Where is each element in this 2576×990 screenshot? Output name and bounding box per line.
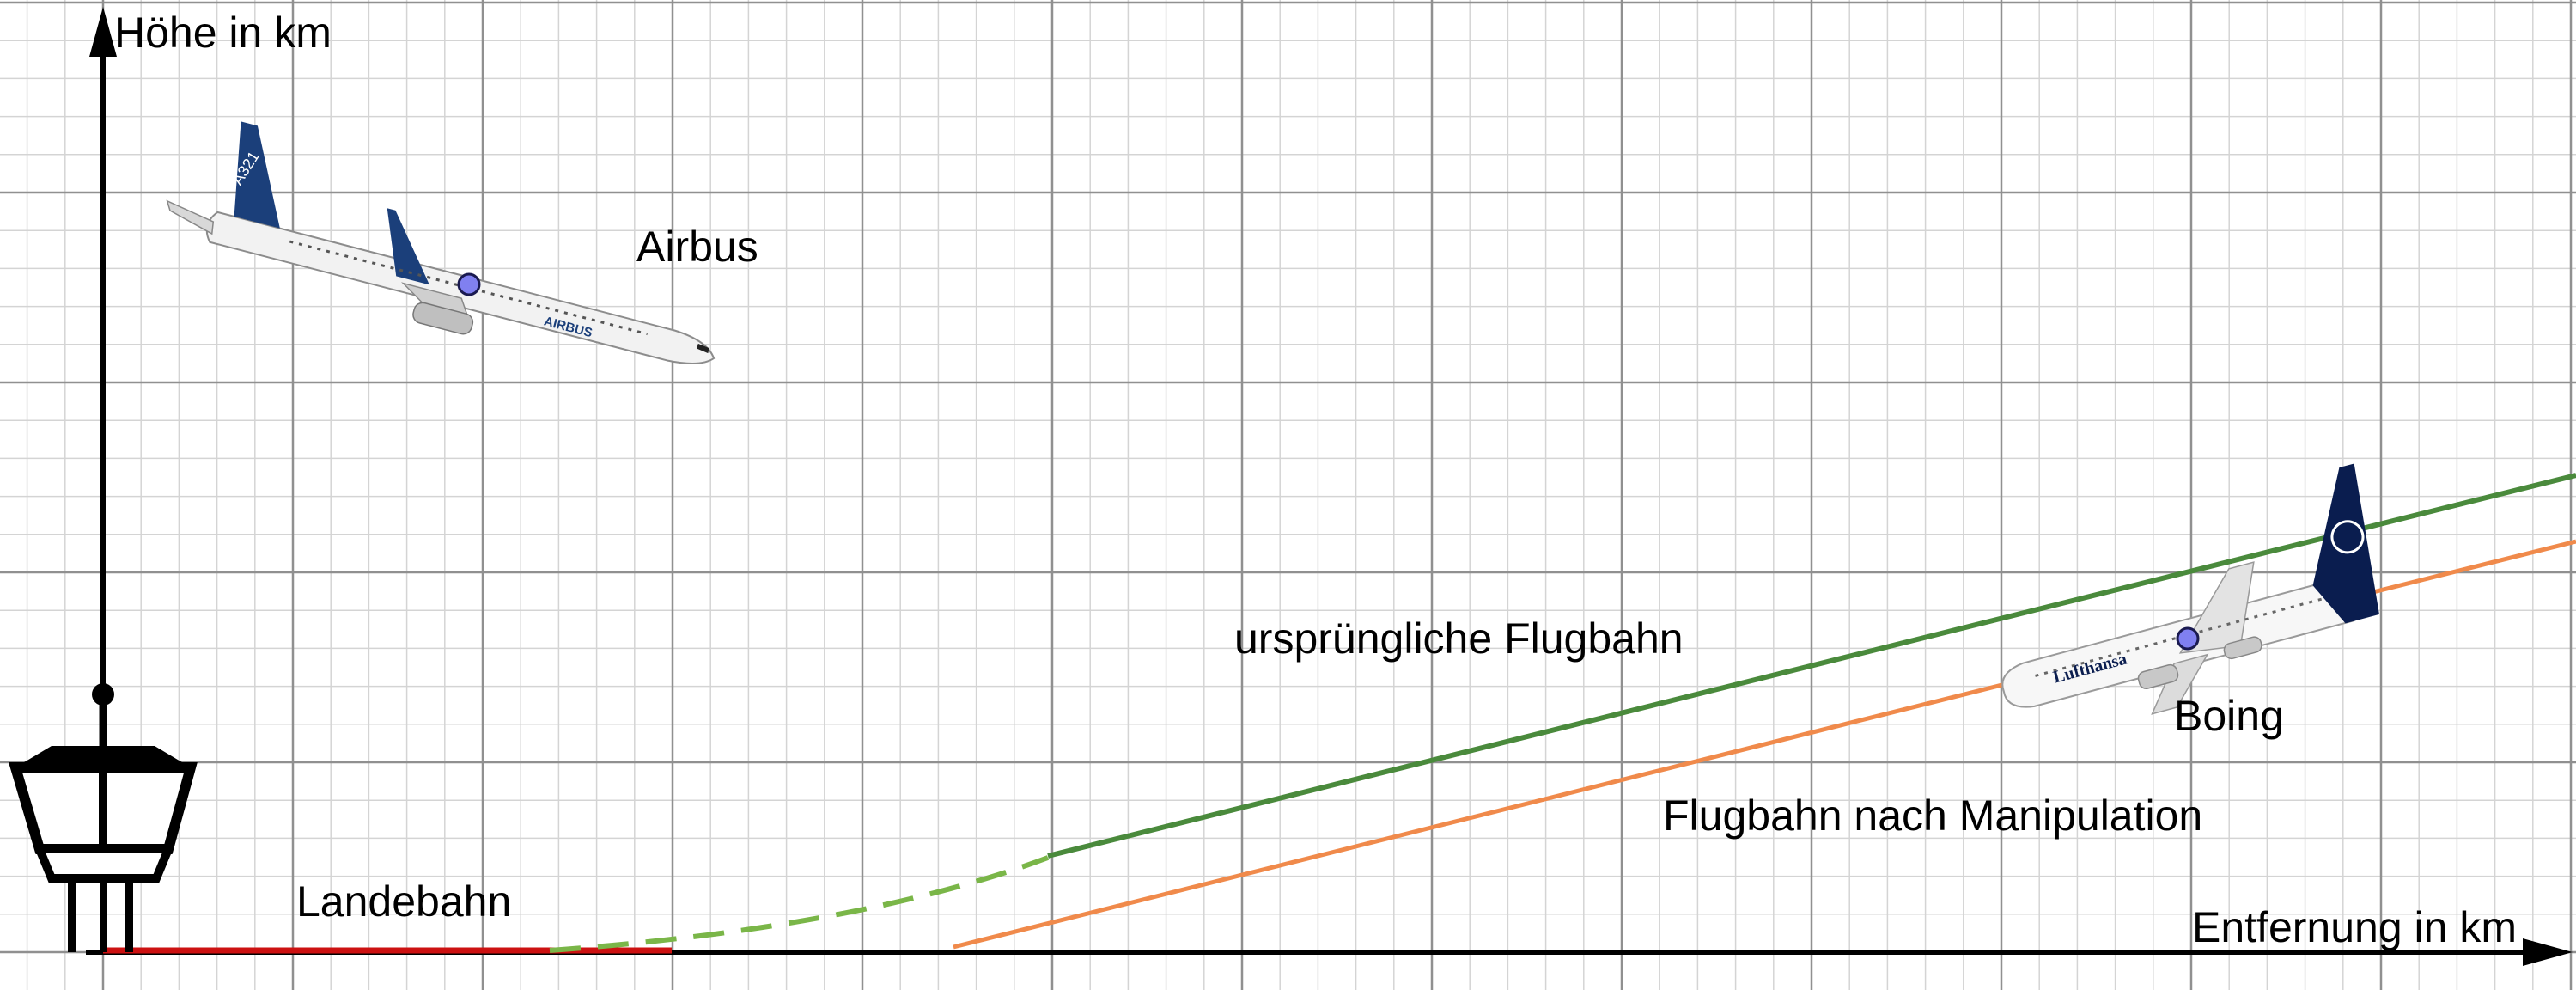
control-tower-icon — [8, 683, 198, 952]
airbus-label: Airbus — [636, 223, 758, 271]
airbus-marker — [457, 272, 481, 296]
manipulated-path-label: Flugbahn nach Manipulation — [1663, 791, 2203, 840]
y-axis-label: Höhe in km — [114, 9, 332, 57]
x-axis-label: Entfernung in km — [2192, 903, 2517, 951]
x-axis-arrow — [2523, 938, 2573, 966]
boeing-plane-icon: Lufthansa — [2001, 463, 2379, 715]
original-path-dashed — [549, 855, 1050, 953]
boeing-label: Boing — [2174, 692, 2284, 740]
original-path-label: ursprüngliche Flugbahn — [1234, 614, 1684, 663]
boeing-marker — [2176, 626, 2200, 651]
y-axis-arrow — [89, 7, 117, 57]
runway-label: Landebahn — [296, 877, 512, 926]
original-path-line — [1047, 473, 2576, 859]
